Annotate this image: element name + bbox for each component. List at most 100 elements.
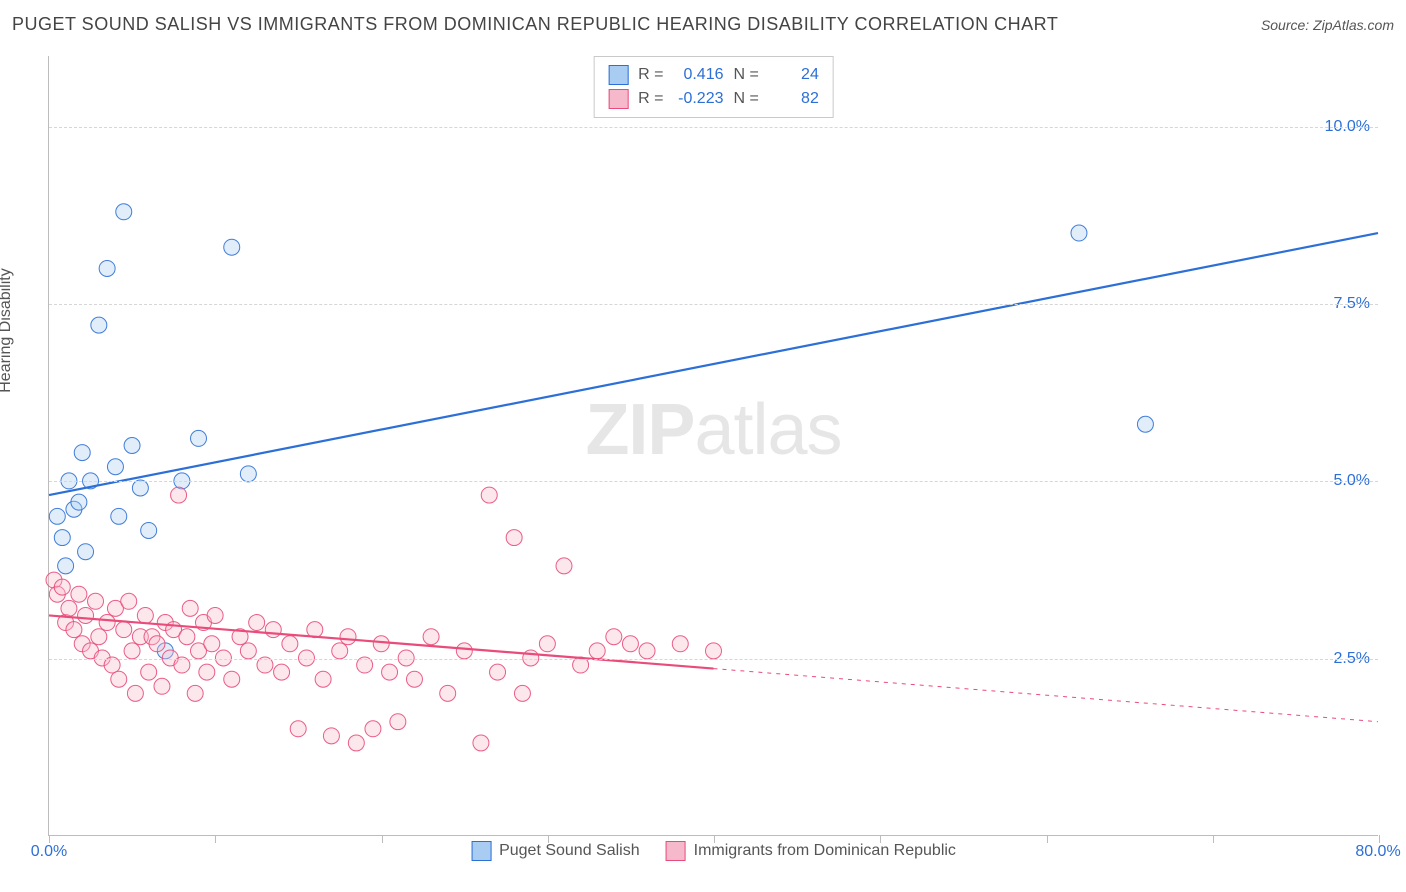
x-tick-mark [49, 835, 50, 843]
correlation-row: R = 0.416 N = 24 [608, 63, 819, 87]
data-point [91, 317, 107, 333]
data-point [348, 735, 364, 751]
data-point [187, 685, 203, 701]
data-point [141, 522, 157, 538]
data-point [323, 728, 339, 744]
data-point [249, 615, 265, 631]
data-point [423, 629, 439, 645]
n-label: N = [734, 87, 759, 111]
x-axis-max-label: 80.0% [1355, 843, 1400, 861]
x-tick-mark [382, 835, 383, 843]
data-point [556, 558, 572, 574]
data-point [49, 508, 65, 524]
n-value: 24 [769, 63, 819, 87]
data-point [99, 260, 115, 276]
data-point [539, 636, 555, 652]
data-point [124, 643, 140, 659]
legend-label: Puget Sound Salish [499, 842, 640, 860]
legend-swatch [471, 841, 491, 861]
data-point [107, 459, 123, 475]
x-tick-mark [1379, 835, 1380, 843]
data-point [99, 615, 115, 631]
gridline [49, 304, 1378, 305]
y-axis-label: Hearing Disability [0, 268, 15, 393]
data-point [116, 204, 132, 220]
data-point [127, 685, 143, 701]
data-point [290, 721, 306, 737]
chart-title: PUGET SOUND SALISH VS IMMIGRANTS FROM DO… [12, 14, 1058, 35]
data-point [154, 678, 170, 694]
data-point [672, 636, 688, 652]
data-point [182, 600, 198, 616]
data-point [514, 685, 530, 701]
data-point [91, 629, 107, 645]
legend-item: Immigrants from Dominican Republic [666, 841, 956, 861]
data-point [179, 629, 195, 645]
data-point [382, 664, 398, 680]
data-point [265, 622, 281, 638]
data-point [589, 643, 605, 659]
data-point [71, 586, 87, 602]
data-point [121, 593, 137, 609]
data-point [340, 629, 356, 645]
data-point [191, 430, 207, 446]
data-point [78, 607, 94, 623]
data-point [88, 593, 104, 609]
data-point [204, 636, 220, 652]
data-point [315, 671, 331, 687]
data-point [406, 671, 422, 687]
legend-label: Immigrants from Dominican Republic [694, 842, 956, 860]
data-point [606, 629, 622, 645]
correlation-legend: R = 0.416 N = 24R = -0.223 N = 82 [593, 56, 834, 118]
correlation-row: R =-0.223N =82 [608, 87, 819, 111]
data-point [171, 487, 187, 503]
data-point [116, 622, 132, 638]
gridline [49, 127, 1378, 128]
legend-swatch [666, 841, 686, 861]
data-point [74, 445, 90, 461]
gridline [49, 659, 1378, 660]
data-point [240, 643, 256, 659]
data-point [207, 607, 223, 623]
r-value: -0.223 [674, 87, 724, 111]
data-point [1071, 225, 1087, 241]
data-point [111, 671, 127, 687]
data-point [706, 643, 722, 659]
data-point [622, 636, 638, 652]
trend-line-extrapolated [714, 669, 1379, 722]
data-point [274, 664, 290, 680]
source-attribution: Source: ZipAtlas.com [1261, 17, 1394, 33]
x-tick-mark [1213, 835, 1214, 843]
r-value: 0.416 [674, 63, 724, 87]
data-point [224, 239, 240, 255]
data-point [149, 636, 165, 652]
series-legend: Puget Sound Salish Immigrants from Domini… [471, 841, 956, 861]
data-point [54, 530, 70, 546]
gridline [49, 481, 1378, 482]
r-label: R = [638, 63, 663, 87]
data-point [332, 643, 348, 659]
data-point [365, 721, 381, 737]
x-tick-mark [215, 835, 216, 843]
data-point [1137, 416, 1153, 432]
data-point [224, 671, 240, 687]
data-point [199, 664, 215, 680]
data-point [506, 530, 522, 546]
data-point [373, 636, 389, 652]
data-point [490, 664, 506, 680]
data-point [71, 494, 87, 510]
data-point [66, 622, 82, 638]
x-tick-mark [1047, 835, 1048, 843]
data-point [473, 735, 489, 751]
chart-svg [49, 56, 1378, 835]
data-point [141, 664, 157, 680]
data-point [639, 643, 655, 659]
data-point [456, 643, 472, 659]
data-point [54, 579, 70, 595]
n-label: N = [734, 63, 759, 87]
chart-plot-area: ZIPatlas R =0.416N =24R =-0.223N =82 2.5… [48, 56, 1378, 836]
x-axis-min-label: 0.0% [31, 843, 67, 861]
data-point [78, 544, 94, 560]
data-point [282, 636, 298, 652]
n-value: 82 [769, 87, 819, 111]
